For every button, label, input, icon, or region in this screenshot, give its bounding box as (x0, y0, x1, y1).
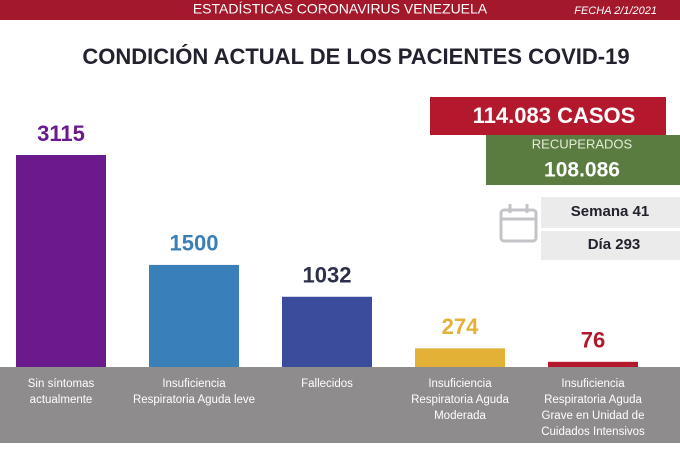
bar (16, 155, 106, 367)
chart-title: CONDICIÓN ACTUAL DE LOS PACIENTES COVID-… (82, 44, 629, 69)
category-label: Sin síntomas actualmente (27, 378, 95, 406)
week-box (541, 197, 680, 228)
value-label: 3115 (37, 121, 85, 146)
cases: 114.083 CASOS (473, 103, 636, 128)
category-label: Insuficiencia Respiratoria Aguda Grave e… (541, 378, 645, 438)
bar (149, 264, 239, 367)
banner-date: FECHA 2/1/2021 (574, 5, 657, 17)
top-banner (0, 0, 680, 20)
week: Semana 41 (571, 203, 649, 220)
value-label: 76 (581, 328, 605, 353)
day-box (541, 231, 680, 260)
value-label: 1500 (170, 231, 219, 256)
value-label: 1032 (303, 263, 352, 288)
bar (548, 361, 638, 367)
banner-title: ESTADÍSTICAS CORONAVIRUS VENEZUELA (193, 1, 488, 17)
bar (282, 296, 372, 367)
calendar-icon (499, 204, 538, 243)
cases-box (430, 97, 666, 135)
recovered-label: RECUPERADOS (532, 136, 633, 151)
category-label: Insuficiencia Respiratoria Aguda Moderad… (411, 378, 509, 422)
recovered: 108.086 (544, 159, 620, 182)
day: Día 293 (588, 236, 641, 253)
category-label: Fallecidos (301, 378, 353, 390)
value-label: 274 (442, 314, 479, 339)
label-panel (0, 367, 680, 443)
category-label: Insuficiencia Respiratoria Aguda leve (132, 378, 256, 406)
recovered-box (486, 135, 680, 185)
bar (415, 348, 505, 367)
